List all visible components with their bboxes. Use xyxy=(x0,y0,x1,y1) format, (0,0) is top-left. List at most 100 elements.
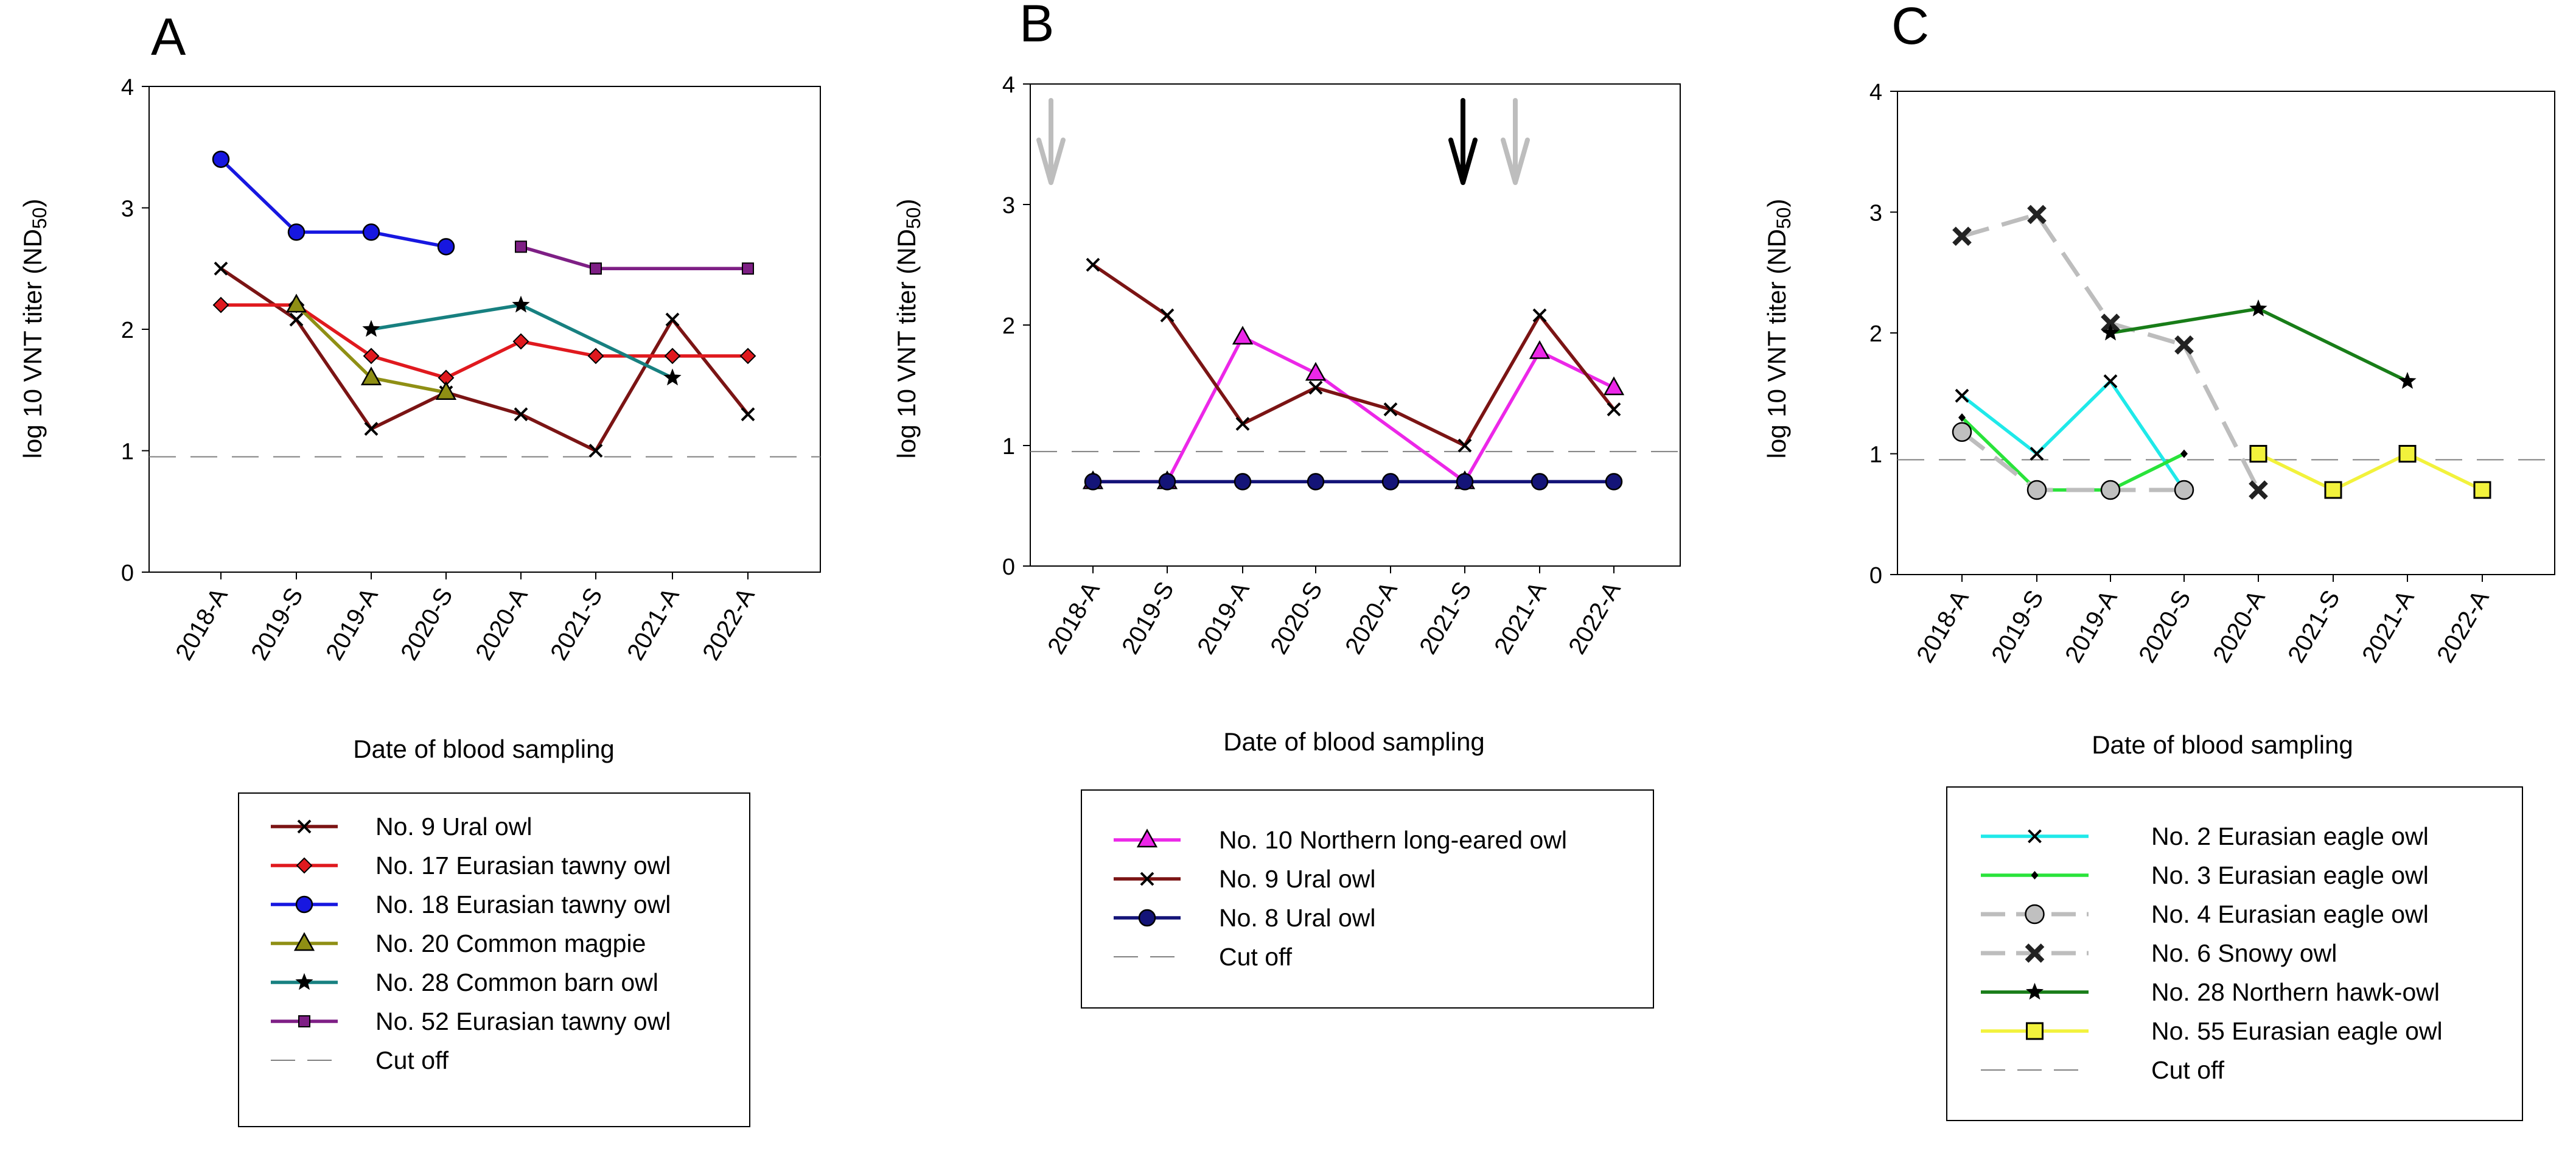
data-point xyxy=(742,262,754,275)
data-point xyxy=(2174,480,2194,500)
x-tick-label: 2021-A xyxy=(2357,586,2420,667)
legend-entry: No. 17 Eurasian tawny owl xyxy=(271,852,671,879)
data-point xyxy=(1305,362,1327,381)
x-tick-label: 2021-S xyxy=(1414,578,1477,659)
series-no-17-eurasian-tawny-owl xyxy=(212,296,756,386)
data-point xyxy=(590,262,602,275)
x-tick-label: 2019-S xyxy=(1117,578,1179,659)
data-point xyxy=(1605,473,1623,491)
x-axis-label: Date of blood sampling xyxy=(1223,727,1485,756)
y-tick-label: 2 xyxy=(121,318,134,343)
legend: No. 10 Northern long-eared owl No. 9 Ural… xyxy=(1081,789,1654,1009)
x-tick-label: 2021-S xyxy=(2283,586,2345,668)
legend-marker xyxy=(1140,872,1154,886)
y-axis-label-subscript: 50 xyxy=(902,208,924,229)
data-point xyxy=(2027,205,2047,225)
data-point xyxy=(2398,372,2417,389)
legend-entry: No. 8 Ural owl xyxy=(1114,904,1375,932)
legend-label: No. 28 Northern hawk-owl xyxy=(2151,978,2440,1006)
y-tick-label: 2 xyxy=(1869,321,1882,347)
legend-box xyxy=(238,792,750,1127)
legend-marker xyxy=(293,932,315,951)
series-no-9-ural-owl xyxy=(1086,257,1621,453)
x-tick-label: 2020-S xyxy=(2134,586,2196,668)
legend-box xyxy=(1081,789,1654,1009)
data-point xyxy=(1232,326,1254,345)
data-point xyxy=(287,223,305,241)
legend-label: No. 6 Snowy owl xyxy=(2151,939,2337,967)
black-arrow-icon xyxy=(1448,98,1478,185)
x-tick-label: 2020-S xyxy=(1265,578,1328,659)
data-point xyxy=(214,261,228,276)
y-axis-label-tail: ) xyxy=(892,199,921,208)
series-no-6-snowy-owl xyxy=(1952,205,2268,500)
legend-label: No. 20 Common magpie xyxy=(375,929,646,957)
data-point xyxy=(739,348,756,365)
data-point xyxy=(2101,313,2120,333)
legend-marker xyxy=(2025,943,2045,963)
x-tick-label: 2021-A xyxy=(1489,577,1552,659)
legend-entry: No. 2 Eurasian eagle owl xyxy=(1981,822,2429,850)
legend-marker xyxy=(297,819,312,834)
data-point xyxy=(285,293,307,313)
legend-box xyxy=(1946,786,2523,1121)
y-tick-label: 1 xyxy=(1002,434,1015,460)
data-point xyxy=(212,150,230,168)
legend-label: No. 55 Eurasian eagle owl xyxy=(2151,1017,2443,1045)
data-point xyxy=(2249,445,2267,463)
data-point xyxy=(512,295,530,313)
legend-marker xyxy=(296,857,313,874)
legend-marker xyxy=(2025,904,2045,925)
data-point xyxy=(2249,299,2267,316)
legend-label: No. 2 Eurasian eagle owl xyxy=(2151,822,2429,850)
series-line xyxy=(1092,263,1616,447)
data-point xyxy=(665,312,680,327)
data-point xyxy=(2100,480,2121,500)
legend-label: No. 28 Common barn owl xyxy=(375,968,658,996)
y-axis-label: log 10 VNT titer (ND50) xyxy=(18,199,51,459)
series-line xyxy=(1961,379,2186,491)
series-line xyxy=(2257,452,2484,492)
data-point xyxy=(1086,257,1100,272)
data-point xyxy=(1160,308,1175,323)
series-no-28-common-barn-owl xyxy=(362,295,682,386)
data-point xyxy=(362,223,380,241)
data-point xyxy=(1952,422,1972,442)
data-point xyxy=(1084,473,1102,491)
legend-marker xyxy=(2028,829,2042,844)
y-tick-label: 4 xyxy=(121,75,134,100)
series-no-2-eurasian-eagle-owl xyxy=(1955,374,2191,497)
data-point xyxy=(1456,473,1474,491)
y-axis-label-main: log 10 VNT titer (ND xyxy=(1762,229,1791,458)
legend-label: Cut off xyxy=(1219,943,1293,971)
y-tick-label: 1 xyxy=(121,439,134,465)
legend-marker xyxy=(2031,871,2039,879)
data-point xyxy=(1158,473,1176,491)
x-tick-label: 2019-A xyxy=(2060,586,2123,667)
legend-marker xyxy=(1138,909,1156,927)
data-point xyxy=(1952,226,1972,247)
legend-entry: No. 52 Eurasian tawny owl xyxy=(271,1007,671,1035)
gray-arrow-icon xyxy=(1501,98,1530,185)
legend-entry: No. 28 Northern hawk-owl xyxy=(1981,978,2440,1006)
legend-marker xyxy=(2025,982,2044,1000)
series-line xyxy=(1961,416,2185,492)
legend-entry: Cut off xyxy=(1981,1056,2225,1084)
data-point xyxy=(1235,416,1250,431)
x-tick-label: 2022-A xyxy=(697,583,760,665)
series-line xyxy=(1961,212,2261,491)
y-axis-label-subscript: 50 xyxy=(29,208,51,229)
y-tick-label: 0 xyxy=(1002,554,1015,580)
series-line xyxy=(1960,430,2184,492)
data-point xyxy=(435,381,457,400)
x-tick-label: 2022-A xyxy=(1563,577,1626,659)
series-line xyxy=(2110,307,2409,383)
legend: No. 2 Eurasian eagle owl No. 3 Eurasian e… xyxy=(1946,786,2523,1121)
legend-entry: No. 55 Eurasian eagle owl xyxy=(1981,1017,2443,1045)
y-tick-label: 0 xyxy=(121,561,134,586)
data-point xyxy=(362,320,380,337)
y-axis-label: log 10 VNT titer (ND50) xyxy=(892,199,924,459)
y-axis-label-tail: ) xyxy=(1762,199,1791,208)
plot-frame xyxy=(1897,91,2555,575)
